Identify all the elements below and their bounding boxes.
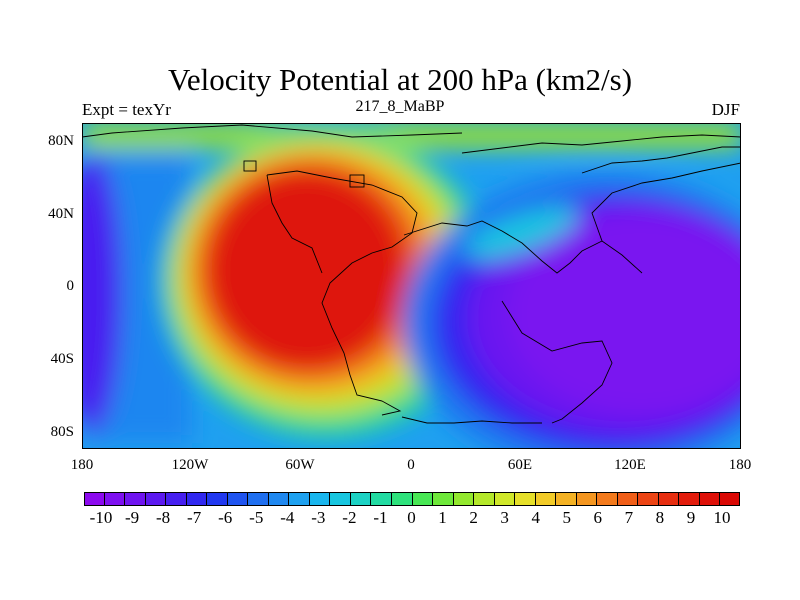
colorbar-cell [166, 492, 187, 506]
colorbar-label: 9 [686, 508, 696, 527]
colorbar-label: 6 [593, 508, 603, 527]
colorbar-label: 7 [624, 508, 634, 527]
lon-label-120w: 120W [171, 457, 209, 473]
colorbar-cell [699, 492, 721, 506]
colorbar-cell [207, 492, 228, 506]
colorbar-cell [658, 492, 680, 506]
field-layer [82, 123, 741, 449]
colorbar-cell [515, 492, 536, 506]
colorbar-cell [350, 492, 372, 506]
lon-label-0: 0 [407, 457, 415, 473]
map-frame [82, 123, 741, 449]
colorbar-cell [391, 492, 413, 506]
colorbar-cell [309, 492, 331, 506]
colorbar-label: -2 [342, 508, 357, 527]
lat-label-80s: 80S [50, 424, 74, 440]
colorbar-cell [84, 492, 105, 506]
lon-label-180e: 180 [728, 457, 752, 473]
colorbar-cell [227, 492, 249, 506]
lon-label-120e: 120E [614, 457, 646, 473]
colorbar-cell [617, 492, 639, 506]
experiment-label: Expt = texYr [82, 100, 171, 119]
colorbar-cell [268, 492, 290, 506]
colorbar-label: -10 [89, 508, 113, 527]
colorbar-label: 10 [713, 508, 731, 527]
map-svg [81, 123, 742, 449]
colorbar-cell [535, 492, 557, 506]
colorbar-cell [330, 492, 351, 506]
colorbar-cell [145, 492, 167, 506]
coastlines [81, 124, 742, 424]
colorbar-label: 0 [407, 508, 416, 527]
colorbar-label: 5 [562, 508, 572, 527]
colorbar-label: 8 [655, 508, 665, 527]
colorbar-cell [720, 492, 740, 506]
colorbar-cell [556, 492, 577, 506]
colorbar-cell [453, 492, 475, 506]
lon-label-180w: 180 [70, 457, 94, 473]
colorbar-cell [104, 492, 126, 506]
colorbar-cell [433, 492, 454, 506]
colorbar-cell [412, 492, 434, 506]
lat-label-0: 0 [66, 278, 75, 294]
colorbar-cell [289, 492, 310, 506]
colorbar-cell [576, 492, 598, 506]
colorbar-label: 1 [438, 508, 447, 527]
colorbar-label: 2 [469, 508, 478, 527]
colorbar-label: -3 [311, 508, 326, 527]
colorbar-cell [371, 492, 392, 506]
lon-label-60e: 60E [507, 457, 533, 473]
period-label: 217_8_MaBP [355, 98, 445, 115]
colorbar-label: -6 [218, 508, 233, 527]
colorbar-label: 4 [531, 508, 540, 527]
colorbar-cell [248, 492, 269, 506]
colorbar-label: -4 [280, 508, 295, 527]
colorbar-label: -1 [373, 508, 388, 527]
season-label: DJF [711, 100, 740, 119]
colorbar-label: -8 [156, 508, 171, 527]
page-title: Velocity Potential at 200 hPa (km2/s) [167, 62, 633, 97]
colorbar [84, 492, 740, 506]
colorbar-label: 3 [500, 508, 509, 527]
colorbar-label: -5 [249, 508, 264, 527]
colorbar-cell [494, 492, 516, 506]
colorbar-cell [597, 492, 618, 506]
lat-label-80n: 80N [48, 133, 74, 149]
colorbar-cell [679, 492, 700, 506]
colorbar-label: -9 [124, 508, 140, 527]
lat-label-40s: 40S [50, 351, 74, 367]
colorbar-cell [474, 492, 495, 506]
colorbar-cell [638, 492, 659, 506]
lon-label-60w: 60W [285, 457, 315, 473]
colorbar-label: -7 [187, 508, 202, 527]
colorbar-cell [125, 492, 146, 506]
contour-map [81, 123, 742, 449]
colorbar-cell [186, 492, 208, 506]
lat-label-40n: 40N [48, 206, 74, 222]
